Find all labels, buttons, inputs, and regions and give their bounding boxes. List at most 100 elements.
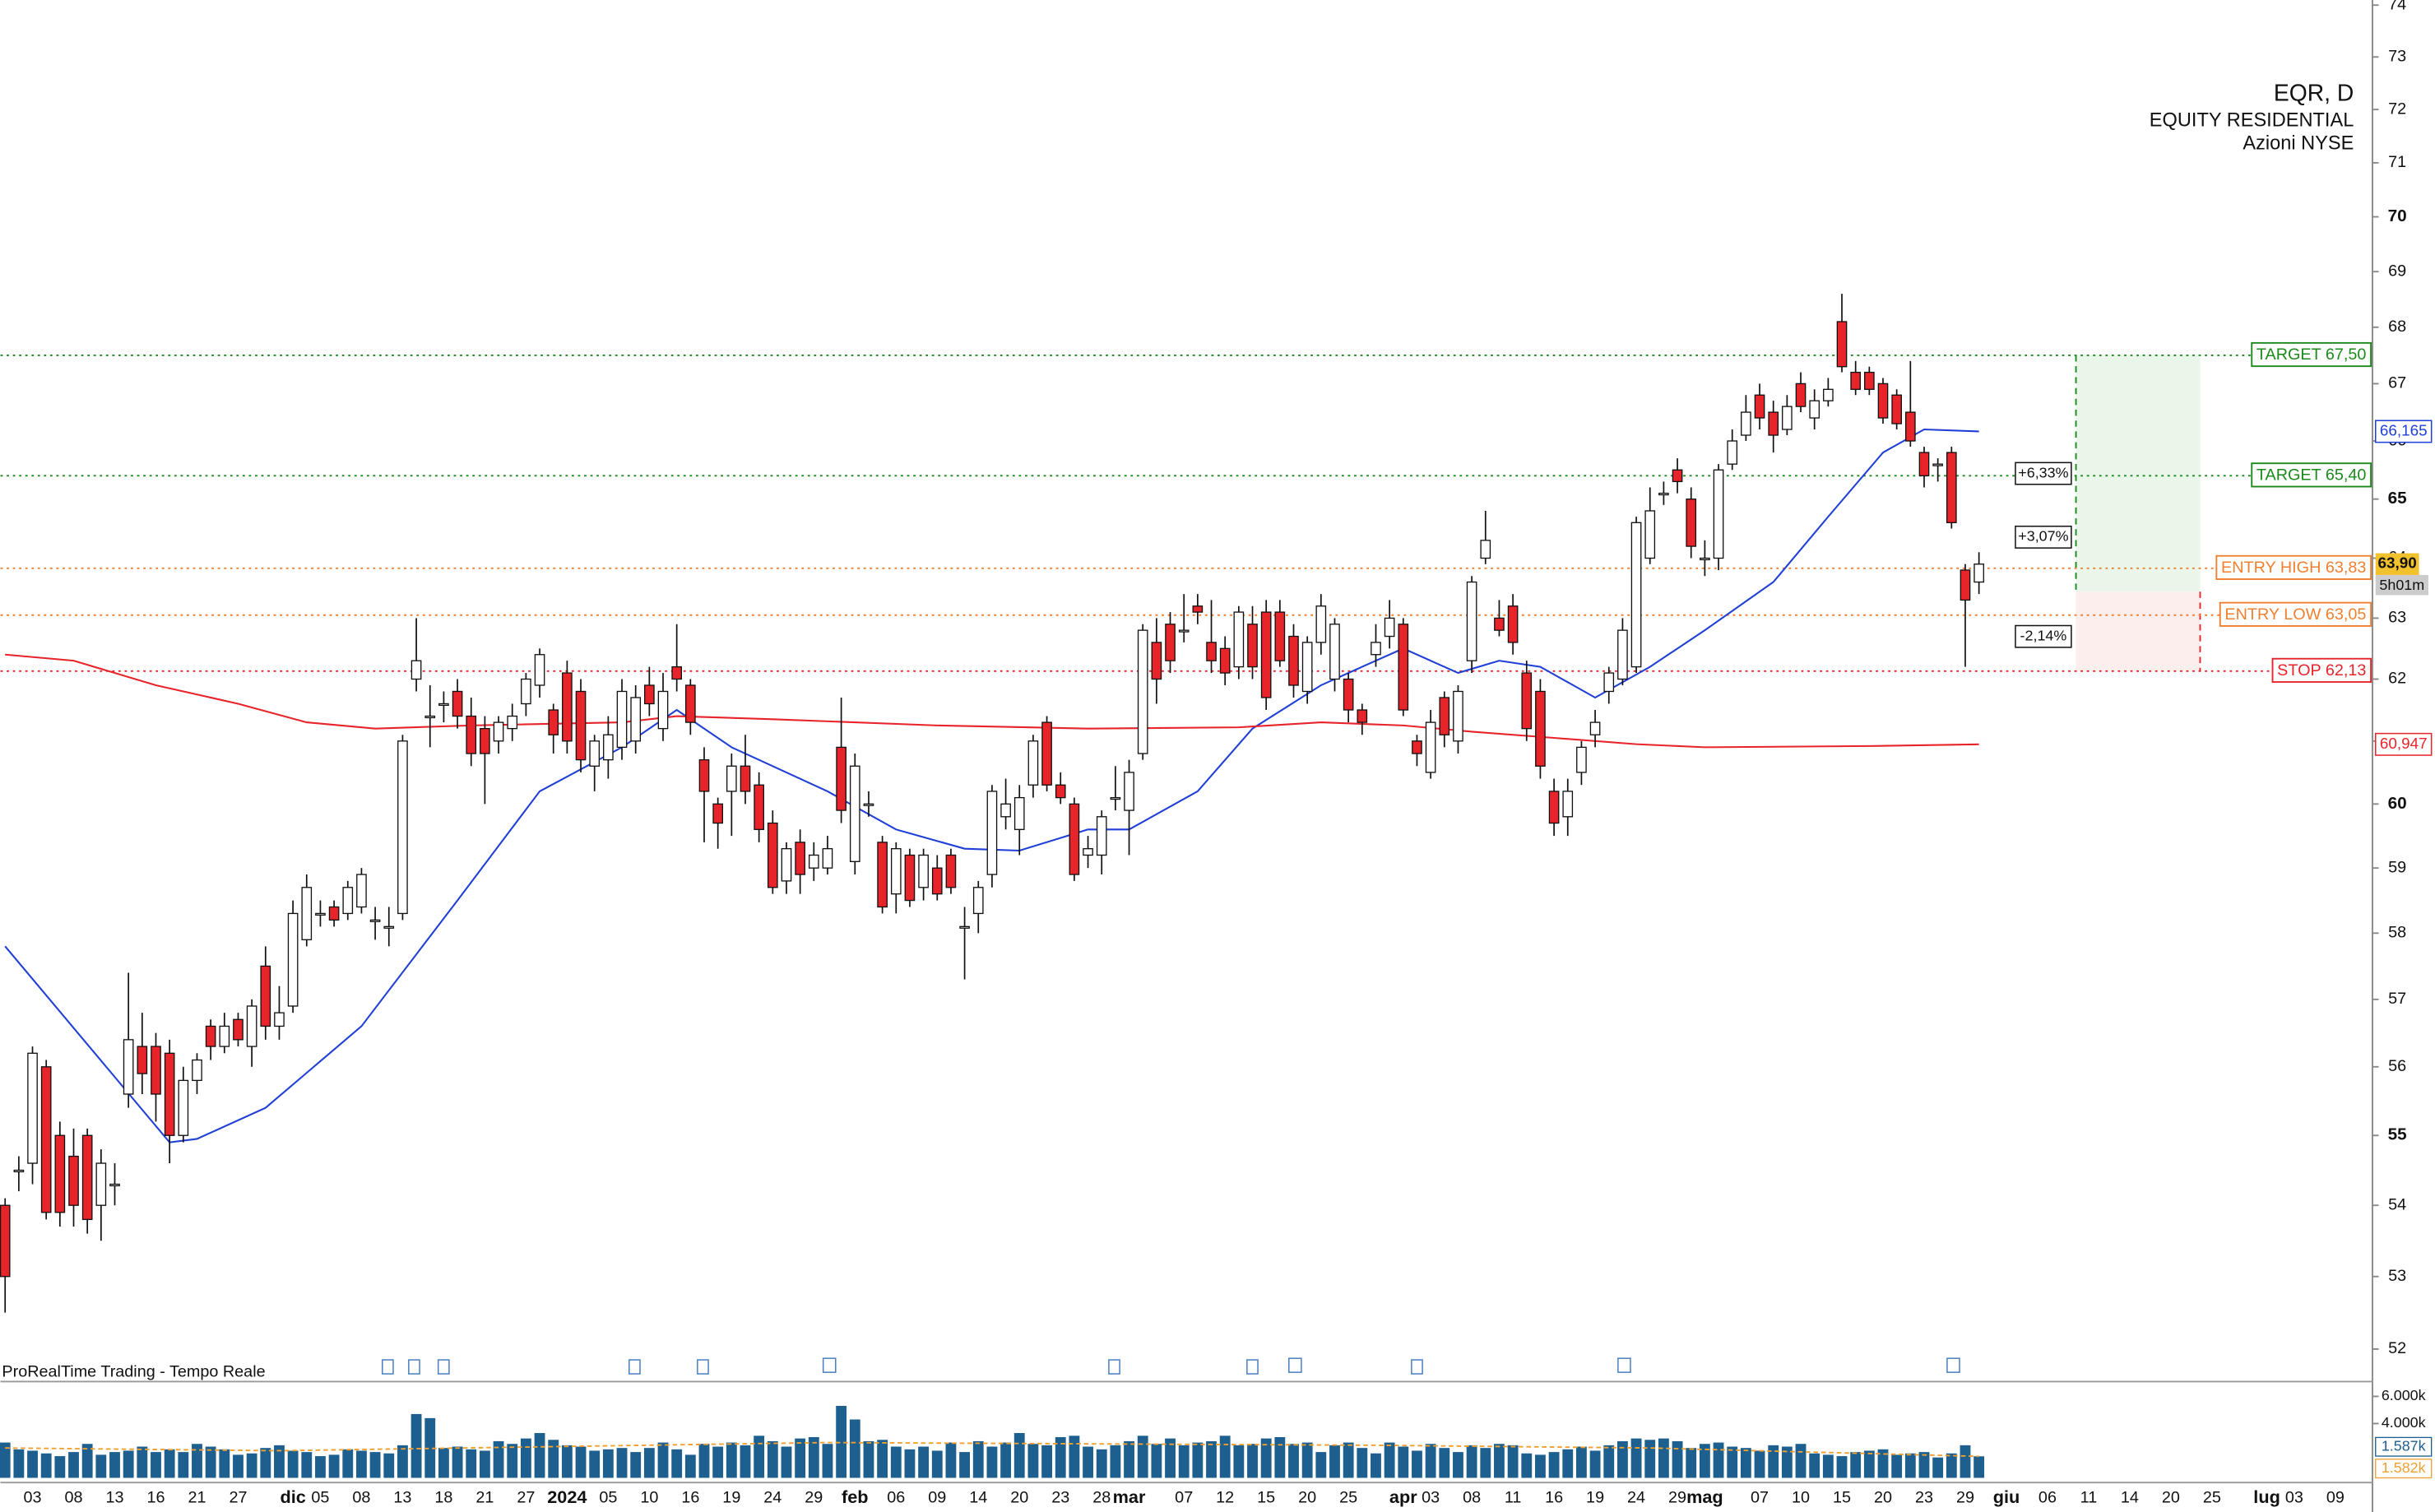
level-label-box <box>2251 462 2372 488</box>
volume-bar <box>1768 1445 1779 1478</box>
ma-label-box <box>2374 732 2433 756</box>
y-tick-label: 60 <box>2388 794 2407 813</box>
volume-bar <box>575 1446 587 1478</box>
y-tick-label: 69 <box>2388 262 2406 280</box>
volume-bar <box>1233 1445 1245 1478</box>
candle-body <box>315 912 326 916</box>
x-tick-label: 27 <box>517 1488 535 1506</box>
y-tick-label: 72 <box>2388 100 2406 118</box>
x-tick-label: 12 <box>1216 1488 1234 1506</box>
y-tick-label: 62 <box>2388 670 2406 688</box>
volume-bar <box>1219 1435 1231 1478</box>
volume-bar <box>1412 1450 1422 1478</box>
y-tick-label: 74 <box>2388 0 2406 13</box>
volume-bar <box>192 1444 202 1478</box>
source-label: ProRealTime Trading - Tempo Reale <box>2 1362 265 1380</box>
candle-body <box>1713 469 1724 559</box>
candle-body <box>109 1183 120 1187</box>
x-tick-label: 29 <box>1668 1488 1686 1506</box>
x-tick-label: 23 <box>1915 1488 1933 1506</box>
x-tick-label: 20 <box>2162 1488 2180 1506</box>
candle-body <box>1644 510 1656 559</box>
volume-bar <box>1247 1444 1258 1478</box>
volume-bar <box>1918 1452 1930 1478</box>
volume-bar <box>137 1446 148 1478</box>
candle-body <box>1466 581 1477 661</box>
exchange: Azioni NYSE <box>2243 132 2354 154</box>
volume-bar <box>1398 1446 1409 1478</box>
candle-body <box>918 854 929 888</box>
candle-body <box>1754 394 1765 419</box>
candle-body <box>219 1025 230 1047</box>
candle-body <box>1864 371 1875 390</box>
volume-bar <box>301 1452 313 1478</box>
volume-bar <box>274 1445 285 1478</box>
candle-body <box>287 912 299 1007</box>
volume-bar <box>630 1452 642 1478</box>
volume-bar <box>643 1448 655 1478</box>
pct-label-box <box>2015 461 2072 485</box>
volume-bar <box>233 1454 244 1478</box>
volume-bar <box>178 1452 189 1478</box>
volume-bar <box>1288 1444 1299 1478</box>
candle-body <box>1576 746 1587 773</box>
candle-body <box>1521 672 1533 730</box>
candle-body <box>1288 635 1299 686</box>
candle-body <box>68 1155 79 1206</box>
candle-body <box>1658 492 1669 496</box>
y-tick-label: 53 <box>2388 1267 2406 1285</box>
x-tick-label: 23 <box>1051 1488 1069 1506</box>
candle-body <box>1932 463 1943 466</box>
y-tick-label: 54 <box>2388 1195 2406 1213</box>
volume-bar <box>1535 1454 1546 1478</box>
volume-bar <box>548 1440 559 1478</box>
volume-ma <box>5 1441 1979 1458</box>
volume-bar <box>671 1449 683 1478</box>
x-tick-label: 11 <box>1505 1488 1522 1506</box>
candle-body <box>849 765 860 862</box>
volume-bar <box>1439 1448 1450 1478</box>
x-tick-label: 09 <box>928 1488 946 1506</box>
level-label: ENTRY LOW 63,05 <box>2224 605 2366 624</box>
x-tick-label: 15 <box>1257 1488 1275 1506</box>
x-tick-label: 03 <box>24 1488 42 1506</box>
level-label-box <box>2215 554 2372 580</box>
candle-body <box>644 684 655 705</box>
volume-bar <box>1521 1453 1533 1478</box>
candle-body <box>1836 321 1848 368</box>
candle-body <box>1603 672 1615 693</box>
candle-body <box>685 684 696 723</box>
volume-bar <box>438 1448 449 1478</box>
x-tick-label: 25 <box>1339 1488 1357 1506</box>
candle-body <box>493 721 504 742</box>
volume-bar <box>918 1446 930 1478</box>
volume-bar <box>1425 1444 1436 1478</box>
volume-bar <box>1480 1448 1491 1478</box>
volume-bar <box>1055 1436 1066 1478</box>
volume-bar <box>616 1448 628 1478</box>
candle-body <box>1398 624 1409 711</box>
level-label: TARGET 65,40 <box>2256 466 2367 485</box>
candle-body <box>754 784 764 830</box>
volume-bar <box>1713 1442 1724 1478</box>
pct-label-box <box>2015 525 2072 549</box>
volume-bar <box>493 1440 504 1478</box>
volume-bar <box>205 1446 216 1478</box>
candle-body <box>1809 400 1820 419</box>
volume-bar <box>1069 1435 1080 1478</box>
candle-body <box>712 803 723 824</box>
x-tick-label: 10 <box>640 1488 658 1506</box>
candle-body <box>1768 411 1779 436</box>
level-label: TARGET 67,50 <box>2256 346 2367 364</box>
candle-body <box>1027 740 1039 786</box>
volume-bar <box>410 1413 422 1478</box>
candle-body <box>1384 617 1395 638</box>
x-tick-label: 09 <box>2326 1488 2345 1506</box>
volume-bar <box>1754 1450 1765 1478</box>
candle-body <box>1850 371 1861 390</box>
x-tick-label: 03 <box>1422 1488 1440 1506</box>
volume-bar <box>1124 1440 1134 1478</box>
volume-bar <box>1781 1446 1793 1478</box>
level-label-box <box>2271 657 2372 683</box>
volume-bar <box>1850 1452 1862 1478</box>
